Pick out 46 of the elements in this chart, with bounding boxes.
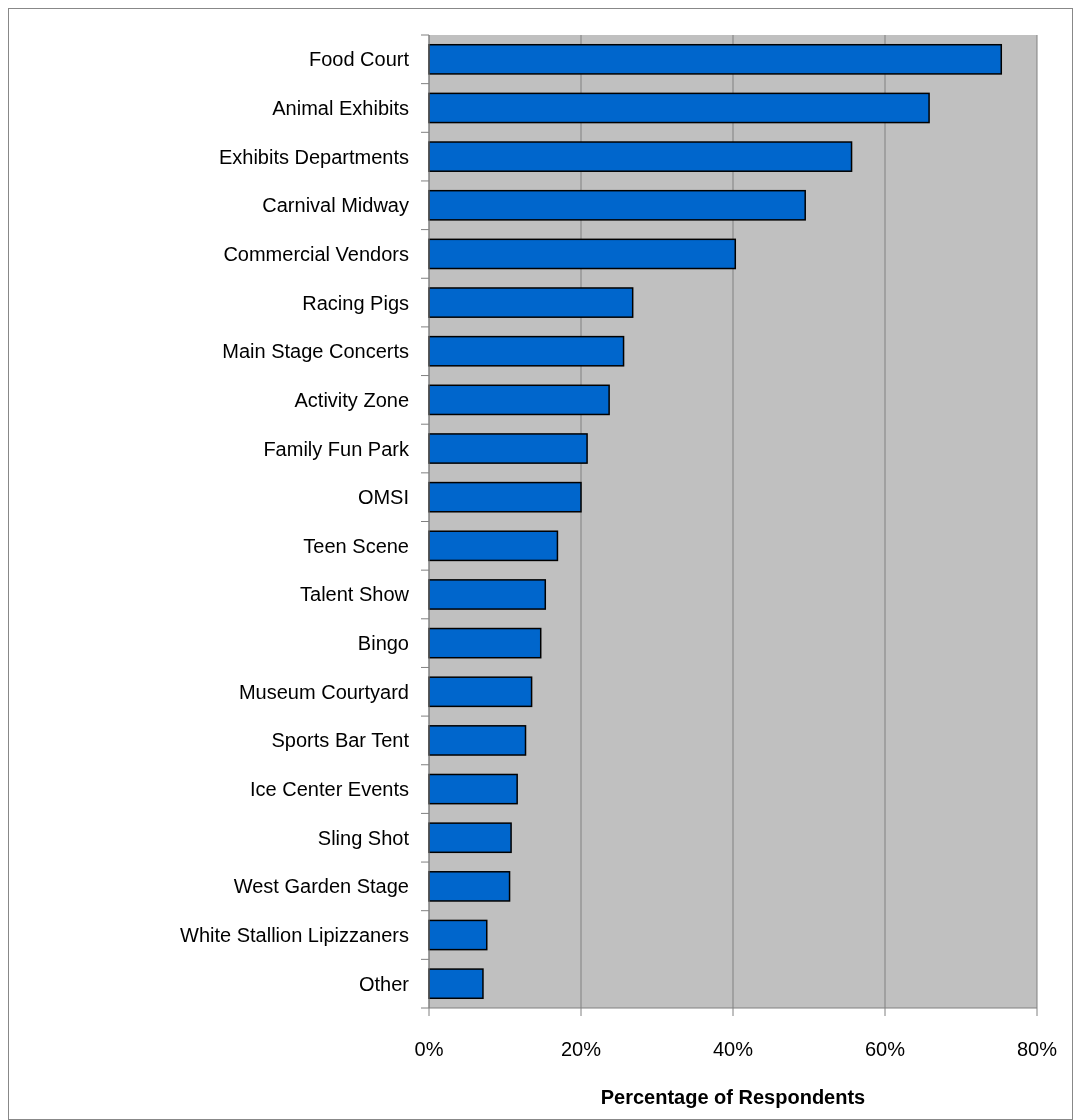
bar [428, 43, 1003, 75]
bar [428, 579, 547, 610]
y-tick-label: West Garden Stage [233, 875, 409, 898]
bar [428, 871, 511, 902]
bar [428, 384, 610, 416]
x-tick-label: 60% [864, 1038, 906, 1060]
y-tick-label: Main Stage Concerts [222, 340, 409, 363]
y-tick-label: Carnival Midway [262, 194, 409, 217]
bar [428, 433, 588, 464]
bar [428, 530, 559, 562]
y-tick-label: Sports Bar Tent [271, 729, 410, 752]
bar [428, 189, 806, 221]
bar [428, 335, 625, 367]
bar [428, 968, 484, 1000]
y-tick-label: White Stallion Lipizzaners [180, 924, 409, 947]
y-tick-label: Sling Shot [317, 826, 410, 849]
y-tick-label: Commercial Vendors [223, 242, 409, 265]
y-tick-label: OMSI [357, 486, 409, 509]
x-axis-title: Percentage of Respondents [600, 1086, 866, 1108]
x-tick-label: 40% [712, 1038, 754, 1060]
bar [428, 627, 542, 659]
bar [428, 141, 853, 172]
y-tick-label: Ice Center Events [250, 778, 409, 801]
bar [428, 773, 518, 805]
bar [428, 287, 634, 318]
y-tick-label: Animal Exhibits [272, 96, 409, 119]
y-tick-label: Food Court [308, 48, 410, 71]
y-tick-label: Racing Pigs [302, 291, 409, 314]
y-tick-label: Family Fun Park [263, 437, 410, 460]
y-tick-label: Talent Show [300, 583, 410, 606]
y-tick-label: Museum Courtyard [238, 680, 409, 703]
bar [428, 481, 582, 513]
x-tick-label: 80% [1016, 1038, 1058, 1060]
x-tick-label: 0% [414, 1038, 444, 1060]
bar [428, 238, 737, 270]
bar [428, 725, 527, 756]
y-tick-label: Teen Scene [303, 534, 409, 557]
y-tick-label: Exhibits Departments [218, 145, 409, 168]
bar [428, 822, 512, 854]
y-tick-label: Activity Zone [294, 388, 409, 411]
bar [428, 676, 533, 708]
bar [428, 92, 930, 124]
y-tick-label: Other [358, 972, 410, 995]
bar [428, 919, 488, 951]
y-tick-label: Bingo [357, 632, 409, 655]
x-tick-label: 20% [560, 1038, 602, 1060]
